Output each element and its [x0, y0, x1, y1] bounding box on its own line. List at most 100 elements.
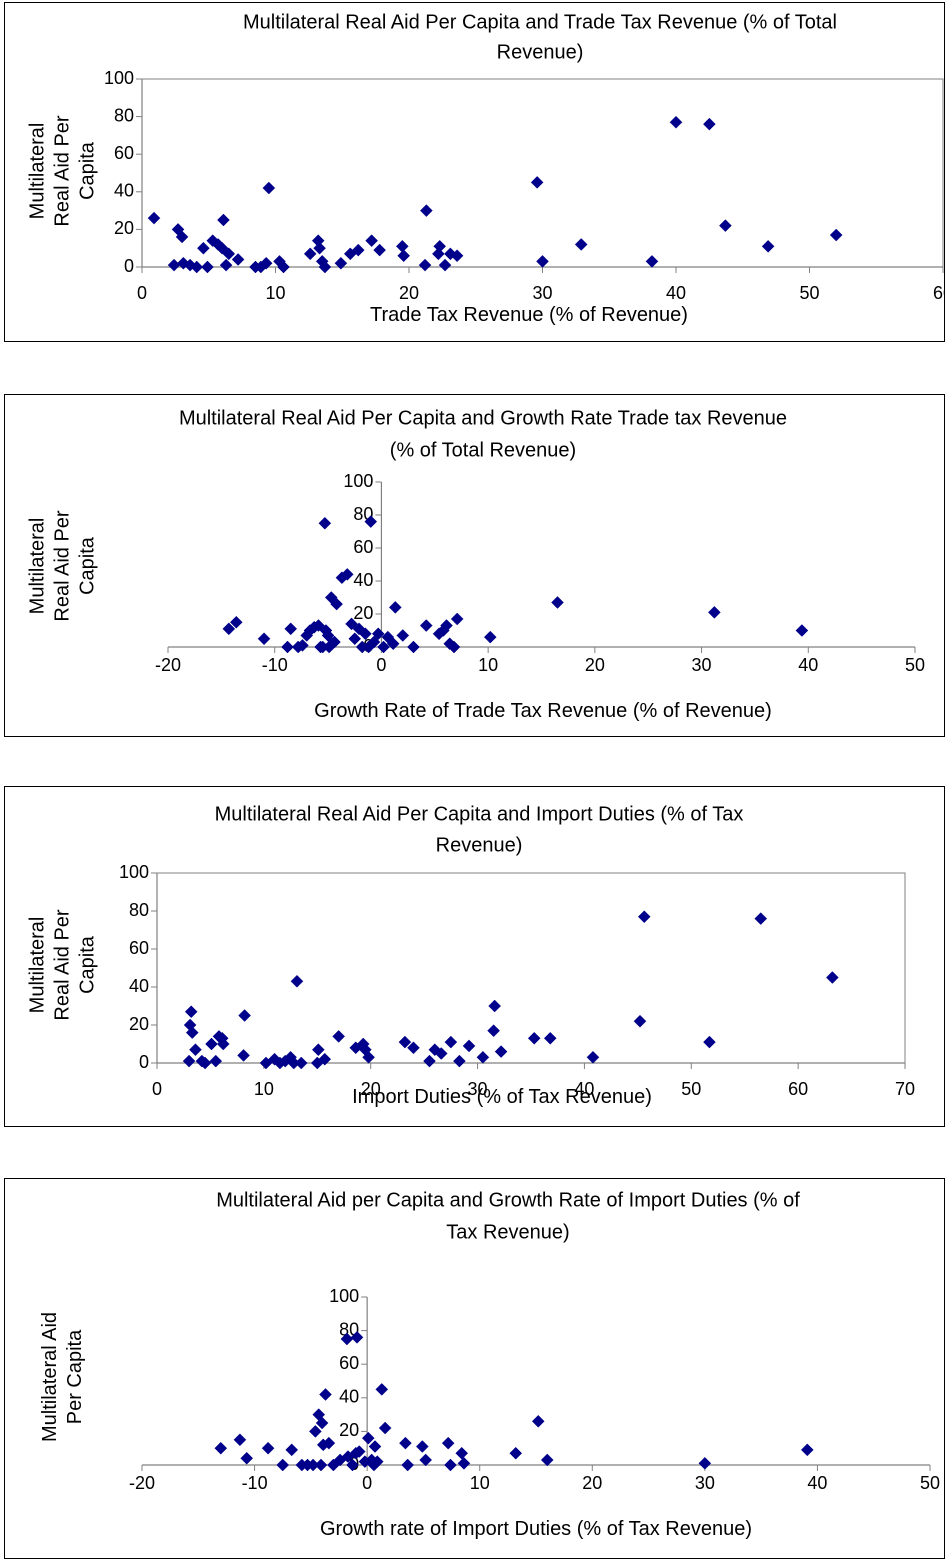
data-point-marker — [370, 1455, 384, 1468]
data-point-marker — [373, 243, 386, 257]
data-point-marker — [345, 617, 358, 631]
data-point-marker — [262, 181, 276, 195]
data-point-marker — [488, 999, 502, 1013]
data-point-marker — [189, 1043, 202, 1057]
data-point-marker — [303, 247, 317, 261]
chart-title-line: Multilateral Real Aid Per Capita and Imp… — [215, 803, 744, 825]
y-axis-label-line: Multilateral — [26, 518, 48, 615]
data-point-marker — [418, 258, 432, 272]
data-point-marker — [708, 605, 721, 619]
data-point-marker — [318, 1052, 332, 1066]
chart-title-line: Multilateral Real Aid Per Capita and Tra… — [243, 11, 837, 33]
data-point-marker — [309, 1425, 322, 1438]
data-point-marker — [761, 239, 775, 253]
scatter-chart-svg: Multilateral Real Aid Per Capita and Tra… — [26, 11, 944, 326]
data-point-marker — [378, 1421, 392, 1435]
data-point-marker — [371, 627, 385, 641]
data-point-marker — [294, 1056, 308, 1070]
data-point-marker — [315, 1416, 329, 1430]
data-point-marker — [219, 258, 233, 272]
x-tick-label: 10 — [470, 1473, 490, 1493]
data-point-marker — [259, 256, 273, 270]
data-point-marker — [167, 258, 181, 272]
data-point-marker — [509, 1446, 523, 1460]
data-point-marker — [420, 204, 433, 217]
data-point-marker — [531, 1414, 545, 1428]
data-point-marker — [281, 640, 294, 654]
data-point-marker — [222, 622, 236, 636]
data-point-marker — [318, 260, 332, 274]
data-point-marker — [346, 1458, 359, 1472]
chart-title-line: Tax Revenue) — [446, 1221, 569, 1243]
x-tick-label: 0 — [137, 283, 147, 303]
y-tick-label: 0 — [139, 1052, 149, 1072]
data-point-marker — [367, 635, 381, 649]
chart-title-line: Multilateral Aid per Capita and Growth R… — [216, 1189, 800, 1211]
chart-panel-3: Multilateral Real Aid Per Capita and Imp… — [4, 786, 945, 1127]
x-tick-label: 50 — [905, 655, 925, 675]
x-axis-label: Import Duties (% of Tax Revenue) — [352, 1086, 652, 1108]
data-point-marker — [494, 1045, 508, 1058]
data-point-marker — [322, 1436, 336, 1450]
chart-title-line: Revenue) — [436, 834, 523, 856]
x-tick-label: -10 — [262, 655, 288, 675]
data-point-marker — [433, 239, 447, 253]
data-point-marker — [352, 1445, 366, 1458]
x-tick-label: 30 — [692, 655, 712, 675]
y-tick-label: 20 — [114, 218, 134, 238]
data-point-marker — [551, 596, 564, 609]
x-tick-label: 50 — [799, 283, 819, 303]
data-point-marker — [209, 1054, 223, 1068]
data-point-marker — [334, 256, 348, 270]
x-tick-label: 20 — [361, 1079, 381, 1099]
x-tick-label: 20 — [582, 1473, 602, 1493]
data-point-marker — [147, 211, 161, 225]
data-point-marker — [240, 1451, 254, 1465]
data-point-marker — [238, 1009, 251, 1022]
y-tick-label: 20 — [353, 603, 373, 623]
data-point-marker — [540, 1453, 554, 1467]
y-axis-label-line: Capita — [76, 141, 98, 200]
x-axis-label: Growth rate of Import Duties (% of Tax R… — [320, 1518, 752, 1540]
x-tick-label: 30 — [532, 283, 552, 303]
chart-panel-1: Multilateral Real Aid Per Capita and Tra… — [4, 2, 945, 342]
data-point-marker — [185, 1026, 199, 1039]
data-point-marker — [527, 1031, 541, 1045]
y-tick-label: 100 — [343, 471, 373, 491]
data-point-marker — [703, 117, 716, 131]
data-point-marker — [407, 1041, 420, 1055]
data-point-marker — [365, 234, 378, 248]
data-point-marker — [719, 219, 732, 232]
x-tick-label: -10 — [242, 1473, 268, 1493]
data-point-marker — [637, 910, 651, 924]
data-point-marker — [368, 1440, 382, 1453]
x-tick-label: 50 — [920, 1473, 940, 1493]
data-point-marker — [407, 640, 420, 654]
data-point-marker — [216, 1037, 230, 1051]
x-tick-label: 40 — [807, 1473, 827, 1493]
y-axis-label-line: Real Aid Per — [51, 115, 73, 227]
data-point-marker — [182, 1054, 196, 1068]
data-point-marker — [284, 622, 298, 636]
y-tick-label: 100 — [119, 862, 149, 882]
data-point-marker — [328, 635, 341, 649]
data-point-marker — [487, 1024, 500, 1038]
data-point-marker — [825, 971, 839, 984]
y-tick-label: 80 — [129, 900, 149, 920]
data-point-marker — [277, 260, 290, 274]
x-tick-label: 0 — [152, 1079, 162, 1099]
data-point-marker — [800, 1443, 814, 1457]
x-tick-label: 30 — [695, 1473, 715, 1493]
y-tick-label: 100 — [329, 1286, 359, 1306]
x-tick-label: 0 — [376, 655, 386, 675]
data-point-marker — [450, 249, 464, 263]
y-tick-label: 60 — [339, 1353, 359, 1373]
y-tick-label: 60 — [129, 938, 149, 958]
data-point-marker — [455, 1446, 469, 1460]
data-point-marker — [214, 1441, 228, 1455]
data-point-marker — [184, 1005, 198, 1019]
data-point-marker — [312, 619, 325, 632]
data-point-marker — [261, 1441, 275, 1455]
data-point-marker — [175, 230, 189, 244]
y-tick-label: 60 — [353, 537, 373, 557]
